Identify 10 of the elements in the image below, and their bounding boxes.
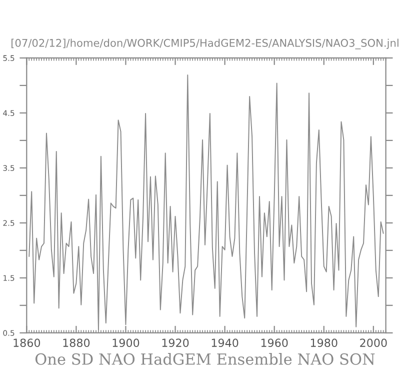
chart-title: [07/02/12]/home/don/WORK/CMIP5/HadGEM2-ES/ANALYSIS/NAO3_SON.jnl <box>12 38 398 50</box>
x-tick-label: 1940 <box>212 338 238 348</box>
x-tick-label: 1980 <box>310 338 338 348</box>
x-tick-label: 2000 <box>360 338 387 348</box>
x-tick-label: 1920 <box>162 338 189 348</box>
x-axis-title: One SD NAO HadGEM Ensemble NAO SON <box>35 353 375 365</box>
x-tick-label: 1880 <box>63 338 90 348</box>
x-tick-label: 1860 <box>14 338 40 348</box>
x-tick-label: 1900 <box>112 338 140 348</box>
x-tick-label: 1960 <box>261 338 288 348</box>
